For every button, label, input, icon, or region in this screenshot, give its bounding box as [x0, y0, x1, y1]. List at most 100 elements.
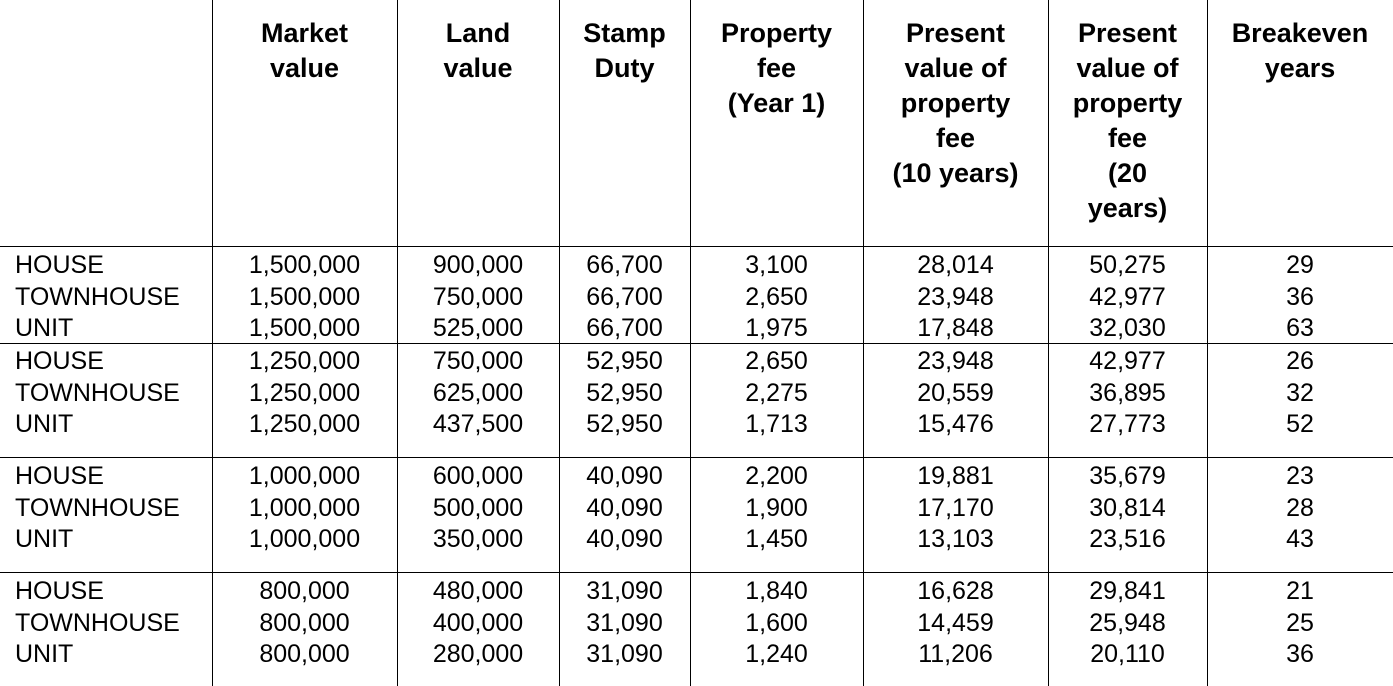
- table-cell: 1,000,000: [248, 462, 361, 490]
- table-cell: 31,090: [586, 577, 663, 605]
- table-cell: 20,559: [917, 378, 994, 407]
- table-cell: 1,000,000: [248, 525, 361, 553]
- table-cell: 25: [1286, 608, 1314, 637]
- column-header: Property fee (Year 1): [720, 18, 833, 118]
- row-label: UNIT: [15, 314, 74, 342]
- column-header: Present value of property fee (20 years): [1072, 18, 1183, 223]
- row-label: HOUSE: [15, 251, 104, 279]
- table-cell: 1,500,000: [248, 282, 361, 311]
- column-header: Present value of property fee (10 years): [892, 18, 1019, 188]
- table-cell: 31,090: [586, 640, 663, 668]
- table-cell: 800,000: [259, 608, 350, 637]
- table-cell: 40,090: [586, 493, 663, 522]
- table-cell: 52,950: [586, 378, 663, 407]
- table-cell: 1,250,000: [248, 347, 361, 375]
- table-cell: 21: [1286, 577, 1314, 605]
- table-cell: 750,000: [432, 282, 524, 311]
- row-label: TOWNHOUSE: [15, 378, 180, 407]
- table-cell: 31,090: [586, 608, 663, 637]
- table-cell: 23,948: [917, 347, 994, 375]
- table-cell: 66,700: [586, 314, 663, 342]
- table-cell: 27,773: [1089, 410, 1166, 438]
- table-cell: 66,700: [586, 251, 663, 279]
- table-cell: 11,206: [918, 640, 993, 668]
- table-cell: 35,679: [1089, 462, 1166, 490]
- table-cell: 1,250,000: [248, 410, 361, 438]
- table-cell: 19,881: [917, 462, 994, 490]
- table-cell: 1,500,000: [248, 314, 361, 342]
- table-cell: 42,977: [1089, 347, 1166, 375]
- table-cell: 625,000: [432, 378, 524, 407]
- table-cell: 36: [1286, 282, 1314, 311]
- row-label: HOUSE: [15, 462, 104, 490]
- table-cell: 50,275: [1089, 251, 1166, 279]
- row-group-divider: [0, 246, 1393, 247]
- row-label: UNIT: [15, 410, 74, 438]
- table-cell: 800,000: [259, 577, 350, 605]
- row-label: TOWNHOUSE: [15, 608, 180, 637]
- table-cell: 52: [1286, 410, 1314, 438]
- table-cell: 30,814: [1089, 493, 1166, 522]
- table-cell: 17,848: [917, 314, 994, 342]
- table-cell: 14,459: [917, 608, 994, 637]
- table-cell: 1,250,000: [248, 378, 361, 407]
- table-cell: 13,103: [917, 525, 994, 553]
- table-cell: 32: [1286, 378, 1314, 407]
- table-cell: 66,700: [586, 282, 663, 311]
- table-cell: 280,000: [432, 640, 524, 668]
- row-group-divider: [0, 343, 1393, 344]
- table-cell: 2,650: [745, 347, 808, 375]
- table-cell: 28,014: [917, 251, 994, 279]
- row-label: UNIT: [15, 525, 74, 553]
- table-cell: 36: [1286, 640, 1314, 668]
- table-cell: 52,950: [586, 347, 663, 375]
- table-cell: 900,000: [432, 251, 524, 279]
- column-header: Breakeven years: [1231, 18, 1369, 83]
- column-header: Market value: [260, 18, 349, 83]
- table-cell: 2,275: [745, 378, 808, 407]
- column-header: Land value: [443, 18, 513, 83]
- row-label: HOUSE: [15, 577, 104, 605]
- table-cell: 63: [1286, 314, 1314, 342]
- table-cell: 400,000: [432, 608, 524, 637]
- table-cell: 29: [1286, 251, 1314, 279]
- table-cell: 480,000: [432, 577, 524, 605]
- table-cell: 1,840: [745, 577, 808, 605]
- table-cell: 750,000: [432, 347, 524, 375]
- table-cell: 40,090: [586, 462, 663, 490]
- table-cell: 25,948: [1089, 608, 1166, 637]
- table-cell: 16,628: [917, 577, 994, 605]
- table-cell: 500,000: [432, 493, 524, 522]
- row-group-divider: [0, 457, 1393, 458]
- row-label: TOWNHOUSE: [15, 493, 180, 522]
- table-cell: 42,977: [1089, 282, 1166, 311]
- table-cell: 1,600: [745, 608, 808, 637]
- table-cell: 1,713: [745, 410, 808, 438]
- table-cell: 36,895: [1089, 378, 1166, 407]
- table-cell: 1,450: [745, 525, 808, 553]
- table-cell: 40,090: [586, 525, 663, 553]
- table-cell: 1,500,000: [248, 251, 361, 279]
- table-cell: 43: [1286, 525, 1314, 553]
- table-cell: 15,476: [917, 410, 994, 438]
- table-cell: 3,100: [745, 251, 808, 279]
- row-label: TOWNHOUSE: [15, 282, 180, 311]
- table-cell: 1,975: [745, 314, 808, 342]
- row-label: UNIT: [15, 640, 74, 668]
- table-cell: 26: [1286, 347, 1314, 375]
- table-cell: 525,000: [432, 314, 524, 342]
- table-cell: 28: [1286, 493, 1314, 522]
- table-cell: 23,948: [917, 282, 994, 311]
- row-group-divider: [0, 572, 1393, 573]
- table-cell: 32,030: [1089, 314, 1166, 342]
- table-cell: 29,841: [1089, 577, 1166, 605]
- table-cell: 800,000: [259, 640, 350, 668]
- table-cell: 52,950: [586, 410, 663, 438]
- table-cell: 1,240: [745, 640, 808, 668]
- table-cell: 1,000,000: [248, 493, 361, 522]
- table-cell: 20,110: [1090, 640, 1165, 668]
- table-cell: 1,900: [745, 493, 808, 522]
- table-cell: 2,200: [745, 462, 808, 490]
- column-header: Stamp Duty: [583, 18, 666, 83]
